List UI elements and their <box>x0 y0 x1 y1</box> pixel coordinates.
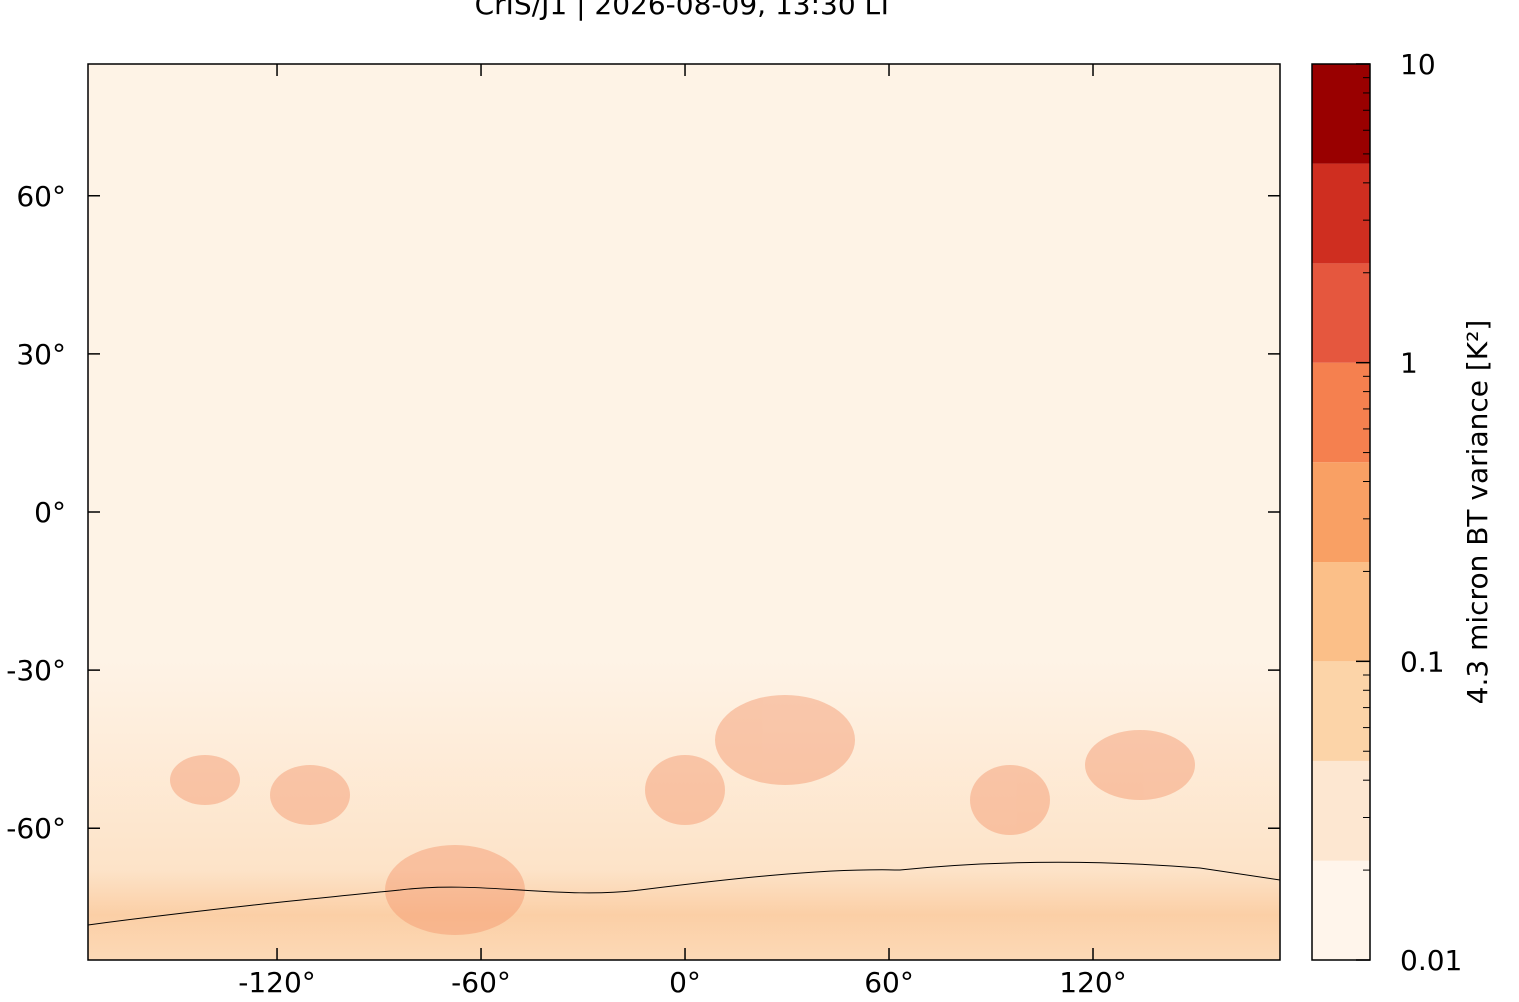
chart-title: CrIS/J1 | 2026-08-09, 13:30 LT <box>475 0 895 21</box>
colorbar-band <box>1312 64 1370 164</box>
y-tick-label: 30° <box>16 338 66 371</box>
y-tick-label: 60° <box>16 180 66 213</box>
x-tick-label: 120° <box>1059 966 1126 999</box>
x-tick-label: -120° <box>238 966 316 999</box>
colorbar-band <box>1312 362 1370 463</box>
colorbar-label: 4.3 micron BT variance [K²] <box>1461 320 1494 705</box>
x-tick-label: 60° <box>864 966 914 999</box>
colorbar-band <box>1312 760 1370 861</box>
colorbar-band <box>1312 860 1370 960</box>
colorbar-band <box>1312 562 1370 662</box>
x-tick-label: 0° <box>669 966 701 999</box>
colorbar-band <box>1312 263 1370 363</box>
colorbar-band <box>1312 462 1370 563</box>
y-tick-label: -60° <box>6 812 66 845</box>
variance-pattern <box>170 695 1195 935</box>
colorbar-tick-label: 0.01 <box>1400 944 1462 977</box>
colorbar-tick-label: 0.1 <box>1400 645 1445 678</box>
colorbar-tick-label: 10 <box>1400 48 1436 81</box>
colorbar-frame <box>1311 63 1371 961</box>
colorbar-band <box>1312 661 1370 761</box>
y-tick-label: -30° <box>6 654 66 687</box>
colorbar-band <box>1312 163 1370 264</box>
colorbar-tick-label: 1 <box>1400 347 1418 380</box>
x-tick-label: -60° <box>451 966 511 999</box>
y-tick-label: 0° <box>34 496 66 529</box>
map-field <box>88 660 1280 960</box>
coastline <box>87 861 1281 926</box>
